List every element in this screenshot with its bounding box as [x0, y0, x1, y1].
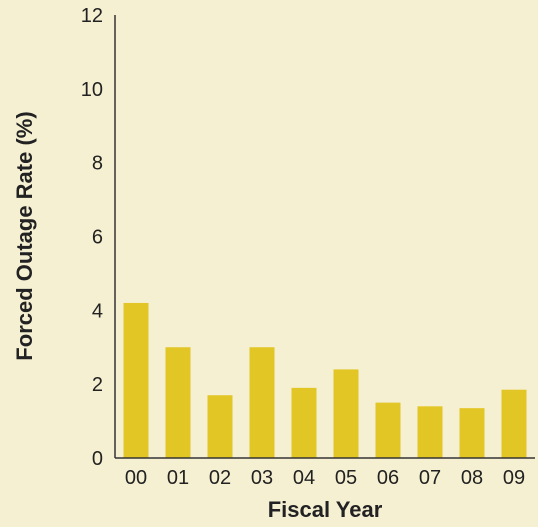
bar-01 [165, 347, 191, 458]
y-tick-label: 4 [92, 300, 103, 322]
y-axis-title: Forced Outage Rate (%) [12, 111, 37, 360]
bars-group [123, 302, 527, 459]
x-tick-label: 00 [125, 467, 147, 489]
x-axis-ticks: 00 01 02 03 04 05 06 07 08 09 [125, 467, 525, 489]
bar-02 [207, 395, 233, 458]
bar-03 [249, 347, 275, 458]
x-tick-label: 01 [167, 467, 189, 489]
x-tick-label: 04 [293, 467, 315, 489]
bar-04 [291, 387, 317, 458]
x-tick-label: 08 [461, 467, 483, 489]
x-tick-label: 06 [377, 467, 399, 489]
bar-00 [123, 302, 149, 458]
y-tick-label: 0 [92, 448, 103, 470]
y-tick-label: 12 [81, 5, 103, 27]
y-axis-ticks: 0 2 4 6 8 10 12 [81, 5, 103, 470]
y-tick-label: 6 [92, 227, 103, 249]
x-tick-label: 03 [251, 467, 273, 489]
bar-06 [375, 402, 401, 459]
bar-08 [459, 408, 485, 458]
x-tick-label: 07 [419, 467, 441, 489]
bar-05 [333, 369, 359, 458]
x-tick-label: 02 [209, 467, 231, 489]
x-tick-label: 09 [503, 467, 525, 489]
x-tick-label: 05 [335, 467, 357, 489]
x-axis-title: Fiscal Year [268, 497, 383, 522]
y-tick-label: 2 [92, 374, 103, 396]
bar-07 [417, 406, 443, 458]
y-tick-label: 8 [92, 153, 103, 175]
bar-09 [501, 389, 527, 458]
y-tick-label: 10 [81, 79, 103, 101]
